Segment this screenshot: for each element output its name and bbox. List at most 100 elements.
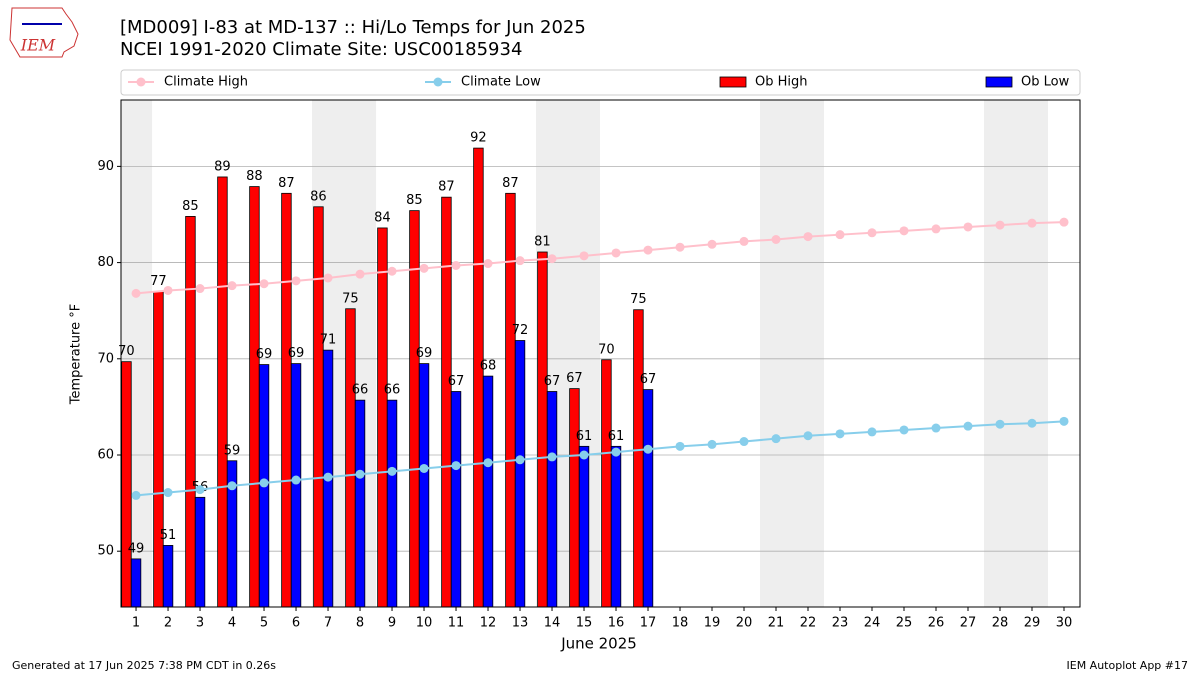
x-tick-label: 24 bbox=[864, 616, 881, 631]
x-tick-label: 29 bbox=[1024, 616, 1041, 631]
line-marker bbox=[195, 485, 205, 495]
bar-value-label: 51 bbox=[160, 528, 177, 543]
bar bbox=[162, 545, 174, 608]
weekend-band bbox=[1016, 100, 1049, 607]
x-tick-label: 15 bbox=[576, 616, 593, 631]
legend-swatch bbox=[719, 76, 747, 88]
line-marker bbox=[163, 488, 173, 498]
bar-value-label: 70 bbox=[598, 342, 615, 357]
legend-box bbox=[120, 69, 1081, 96]
x-tick-label: 28 bbox=[992, 616, 1009, 631]
bar-value-label: 77 bbox=[150, 274, 167, 289]
line-marker bbox=[643, 444, 653, 454]
bar bbox=[537, 251, 548, 608]
bar bbox=[633, 309, 644, 608]
weekend-band bbox=[760, 100, 793, 607]
bar bbox=[217, 176, 228, 608]
bar-value-label: 87 bbox=[438, 180, 455, 195]
bar-value-label: 85 bbox=[182, 199, 199, 214]
y-tick-label: 70 bbox=[97, 351, 114, 366]
line-marker bbox=[931, 224, 941, 234]
bar-value-label: 66 bbox=[352, 383, 369, 398]
line-marker bbox=[515, 256, 525, 266]
line-marker bbox=[675, 242, 685, 252]
bar bbox=[505, 192, 516, 608]
line-marker bbox=[707, 239, 717, 249]
legend-swatch bbox=[985, 76, 1013, 88]
line-marker bbox=[1027, 418, 1037, 428]
x-tick-label: 22 bbox=[800, 616, 817, 631]
bar-value-label: 72 bbox=[512, 323, 529, 338]
bar-value-label: 89 bbox=[214, 159, 231, 174]
line-marker bbox=[803, 431, 813, 441]
x-tick-label: 7 bbox=[324, 616, 332, 631]
bar bbox=[482, 375, 494, 608]
line-marker bbox=[483, 259, 493, 269]
line-marker bbox=[899, 425, 909, 435]
line-marker bbox=[195, 284, 205, 294]
line-marker bbox=[1059, 416, 1069, 426]
line-marker bbox=[707, 439, 717, 449]
chart-title: [MD009] I-83 at MD-137 :: Hi/Lo Temps fo… bbox=[120, 17, 586, 38]
line-marker bbox=[387, 266, 397, 276]
x-tick-label: 9 bbox=[388, 616, 396, 631]
line-marker bbox=[579, 450, 589, 460]
logo-text: IEM bbox=[20, 36, 56, 55]
bar-value-label: 67 bbox=[566, 371, 583, 386]
logo: IEM bbox=[9, 7, 79, 58]
line-marker bbox=[259, 478, 269, 488]
line-marker bbox=[515, 455, 525, 465]
line-marker bbox=[835, 429, 845, 439]
x-tick-label: 19 bbox=[704, 616, 721, 631]
bar-value-label: 49 bbox=[128, 541, 145, 556]
line-marker bbox=[643, 245, 653, 255]
x-tick-label: 5 bbox=[260, 616, 268, 631]
line-marker bbox=[963, 421, 973, 431]
bar bbox=[473, 147, 484, 608]
line-marker bbox=[931, 423, 941, 433]
bar bbox=[130, 558, 142, 608]
weekend-band bbox=[792, 100, 825, 607]
footer-left: Generated at 17 Jun 2025 7:38 PM CDT in … bbox=[12, 659, 276, 672]
line-marker bbox=[419, 463, 429, 473]
x-tick-label: 11 bbox=[448, 616, 465, 631]
bar bbox=[450, 391, 462, 608]
x-tick-label: 27 bbox=[960, 616, 977, 631]
bar-value-label: 87 bbox=[278, 176, 295, 191]
line-marker bbox=[995, 419, 1005, 429]
line-marker bbox=[835, 230, 845, 240]
plot-frame bbox=[120, 99, 1081, 608]
x-tick-label: 23 bbox=[832, 616, 849, 631]
line-marker bbox=[163, 285, 173, 295]
bar-value-label: 67 bbox=[544, 374, 561, 389]
x-tick-label: 14 bbox=[544, 616, 561, 631]
legend-marker bbox=[433, 77, 443, 87]
line-marker bbox=[675, 441, 685, 451]
bar bbox=[386, 399, 398, 608]
y-tick-label: 60 bbox=[97, 447, 114, 462]
line-marker bbox=[355, 269, 365, 279]
x-tick-label: 21 bbox=[768, 616, 785, 631]
line-marker bbox=[323, 472, 333, 482]
line-marker bbox=[579, 251, 589, 261]
bar bbox=[514, 340, 526, 608]
bar-value-label: 92 bbox=[470, 131, 487, 146]
line bbox=[135, 420, 1065, 497]
bar bbox=[281, 192, 292, 608]
line-marker bbox=[1059, 217, 1069, 227]
x-tick-label: 12 bbox=[480, 616, 497, 631]
line-marker bbox=[131, 490, 141, 500]
line-marker bbox=[355, 469, 365, 479]
line-marker bbox=[867, 228, 877, 238]
line-marker bbox=[131, 288, 141, 298]
line-marker bbox=[259, 279, 269, 289]
line-marker bbox=[963, 222, 973, 232]
bar bbox=[153, 291, 164, 608]
x-tick-label: 8 bbox=[356, 616, 364, 631]
bar bbox=[313, 206, 324, 608]
line-marker bbox=[867, 427, 877, 437]
y-tick-label: 50 bbox=[97, 544, 114, 559]
x-tick-label: 4 bbox=[228, 616, 236, 631]
bar bbox=[354, 399, 366, 608]
